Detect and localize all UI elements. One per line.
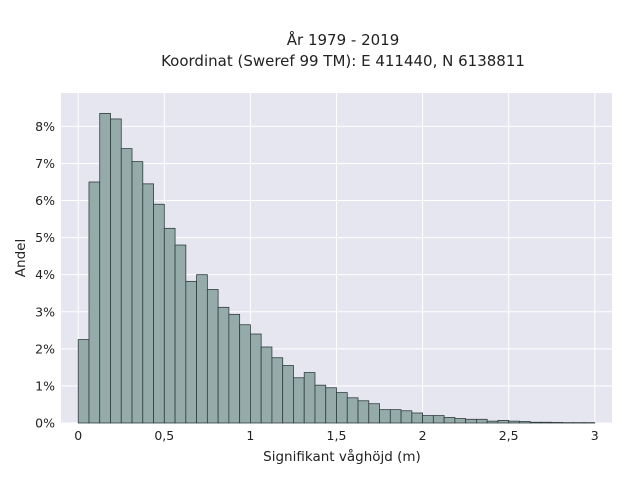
histogram-bar bbox=[206, 289, 219, 424]
histogram-bar bbox=[540, 421, 553, 424]
y-axis-label: Andel bbox=[13, 239, 29, 277]
x-tick-label: 1,5 bbox=[327, 428, 347, 443]
x-tick-label: 2 bbox=[419, 428, 427, 443]
histogram-bar bbox=[88, 181, 101, 424]
histogram-bar bbox=[314, 384, 327, 424]
x-tick-label: 0 bbox=[74, 428, 82, 443]
bars bbox=[77, 112, 596, 424]
chart-subtitle: Koordinat (Sweref 99 TM): E 411440, N 61… bbox=[161, 52, 525, 70]
y-tick-label: 8% bbox=[35, 119, 55, 134]
y-tick-label: 2% bbox=[35, 341, 55, 356]
histogram-bar bbox=[228, 313, 241, 424]
histogram-bar bbox=[131, 161, 144, 424]
histogram-bar bbox=[174, 244, 187, 424]
histogram-bar bbox=[142, 183, 154, 424]
histogram-bar bbox=[422, 415, 434, 424]
y-tick-label: 7% bbox=[35, 156, 55, 171]
y-tick-label: 5% bbox=[35, 230, 55, 245]
histogram-bar bbox=[99, 112, 111, 424]
x-tick-label: 2,5 bbox=[499, 428, 519, 443]
histogram-bar bbox=[110, 118, 122, 424]
histogram-bar bbox=[476, 418, 488, 424]
histogram-bar bbox=[529, 421, 542, 424]
y-tick-label: 1% bbox=[35, 378, 55, 393]
histogram-bar bbox=[389, 409, 402, 424]
histogram-bar bbox=[196, 274, 208, 424]
histogram-bar bbox=[271, 357, 284, 424]
histogram-bar bbox=[239, 324, 251, 424]
histogram-bar bbox=[368, 403, 380, 424]
histogram-bar bbox=[217, 306, 230, 424]
histogram-bar bbox=[303, 372, 316, 424]
histogram-bar bbox=[120, 148, 133, 424]
histogram-bar bbox=[260, 346, 273, 424]
histogram-bar bbox=[336, 392, 348, 424]
histogram-bar bbox=[250, 333, 262, 424]
x-tick-labels: 0 0,5 1 1,5 2 2,5 3 bbox=[74, 428, 599, 443]
chart-title: År 1979 - 2019 bbox=[287, 30, 400, 49]
histogram-bar bbox=[432, 415, 445, 424]
histogram-bar bbox=[486, 420, 499, 424]
histogram-bar bbox=[508, 420, 520, 424]
x-tick-label: 0,5 bbox=[154, 428, 174, 443]
histogram-bar bbox=[443, 417, 456, 424]
y-tick-label: 4% bbox=[35, 267, 55, 282]
histogram-bar bbox=[519, 421, 531, 424]
histogram-bar bbox=[185, 280, 197, 424]
histogram-bar bbox=[454, 418, 467, 424]
x-tick-label: 1 bbox=[246, 428, 254, 443]
histogram-bar bbox=[379, 409, 391, 424]
histogram-bar bbox=[400, 410, 413, 424]
histogram-bar bbox=[357, 400, 370, 424]
x-tick-label: 3 bbox=[591, 428, 599, 443]
histogram-bar bbox=[411, 412, 423, 424]
y-tick-labels: 0% 1% 2% 3% 4% 5% 6% 7% 8% bbox=[35, 119, 55, 431]
histogram-bar bbox=[497, 420, 510, 424]
histogram-bar bbox=[465, 418, 477, 424]
histogram-bar bbox=[325, 387, 337, 424]
histogram-bar bbox=[293, 377, 305, 424]
y-tick-label: 6% bbox=[35, 193, 55, 208]
histogram-bar bbox=[282, 365, 294, 424]
y-tick-label: 0% bbox=[35, 416, 55, 431]
x-axis-label: Signifikant våghöjd (m) bbox=[263, 448, 421, 465]
histogram-bar bbox=[163, 227, 176, 424]
histogram-bar bbox=[153, 203, 165, 424]
histogram-bar bbox=[77, 339, 90, 424]
histogram-bar bbox=[346, 397, 359, 424]
y-tick-label: 3% bbox=[35, 304, 55, 319]
histogram-bar bbox=[551, 422, 563, 424]
